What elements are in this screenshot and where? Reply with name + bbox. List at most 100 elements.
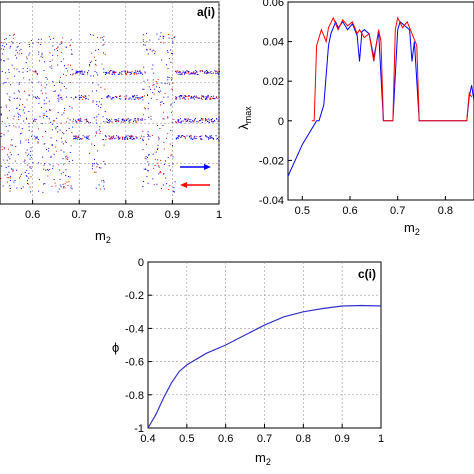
bifurcation-point bbox=[8, 69, 10, 71]
panel-c-label: c(i) bbox=[358, 267, 376, 281]
bifurcation-point bbox=[0, 106, 2, 108]
bifurcation-point bbox=[182, 98, 184, 100]
bifurcation-point bbox=[3, 48, 5, 50]
bifurcation-point bbox=[159, 86, 161, 88]
bifurcation-point bbox=[71, 188, 73, 190]
bifurcation-point bbox=[104, 72, 106, 74]
bifurcation-point bbox=[31, 135, 33, 137]
bifurcation-point bbox=[46, 97, 48, 99]
panel-c-x-ticks: 0.4 0.5 0.6 0.7 0.8 0.9 1 bbox=[140, 424, 384, 445]
bifurcation-point bbox=[36, 136, 38, 138]
bifurcation-point bbox=[53, 90, 55, 92]
bifurcation-point bbox=[146, 94, 148, 96]
bifurcation-point bbox=[67, 185, 69, 187]
bifurcation-point bbox=[163, 173, 165, 175]
bifurcation-point bbox=[79, 71, 81, 73]
bifurcation-point bbox=[35, 137, 37, 139]
bifurcation-point bbox=[0, 113, 2, 115]
bifurcation-point bbox=[69, 45, 71, 47]
bifurcation-point bbox=[157, 165, 159, 167]
bifurcation-point bbox=[190, 137, 192, 139]
bifurcation-point bbox=[6, 181, 8, 183]
bifurcation-point bbox=[137, 70, 139, 72]
bifurcation-point bbox=[147, 156, 149, 158]
bifurcation-point bbox=[108, 138, 110, 140]
bifurcation-point bbox=[57, 111, 59, 113]
panel-b-series-line-2 bbox=[311, 16, 473, 122]
bifurcation-point bbox=[62, 183, 64, 185]
bifurcation-point bbox=[50, 156, 52, 158]
bifurcation-point bbox=[100, 107, 102, 109]
bifurcation-point bbox=[75, 72, 77, 74]
bifurcation-point bbox=[6, 93, 8, 95]
bifurcation-point bbox=[47, 175, 49, 177]
bifurcation-point bbox=[157, 136, 159, 138]
bifurcation-point bbox=[206, 70, 208, 72]
bifurcation-point bbox=[65, 158, 67, 160]
panel-c-x-tick-label: 0.6 bbox=[218, 433, 233, 445]
bifurcation-point bbox=[92, 82, 94, 84]
bifurcation-point bbox=[127, 71, 129, 73]
bifurcation-point bbox=[101, 37, 103, 39]
bifurcation-point bbox=[142, 88, 144, 90]
bifurcation-point bbox=[216, 118, 218, 120]
bifurcation-point bbox=[210, 136, 212, 138]
bifurcation-point bbox=[129, 137, 131, 139]
bifurcation-point bbox=[199, 120, 201, 122]
bifurcation-point bbox=[6, 159, 8, 161]
bifurcation-point bbox=[180, 95, 182, 97]
bifurcation-point bbox=[73, 98, 75, 100]
bifurcation-point bbox=[122, 138, 124, 140]
bifurcation-point bbox=[28, 54, 30, 56]
bifurcation-point bbox=[143, 168, 145, 170]
bifurcation-point bbox=[178, 119, 180, 121]
bifurcation-point bbox=[180, 73, 182, 75]
bifurcation-point bbox=[153, 88, 155, 90]
bifurcation-point bbox=[29, 186, 31, 188]
bifurcation-point bbox=[163, 96, 165, 98]
bifurcation-point bbox=[107, 120, 109, 122]
bifurcation-point bbox=[66, 181, 68, 183]
bifurcation-point bbox=[83, 73, 85, 75]
bifurcation-point bbox=[184, 118, 186, 120]
bifurcation-point bbox=[113, 97, 115, 99]
bifurcation-point bbox=[143, 136, 145, 138]
bifurcation-point bbox=[141, 96, 143, 98]
bifurcation-point bbox=[35, 136, 37, 138]
bifurcation-point bbox=[202, 118, 204, 120]
bifurcation-point bbox=[158, 139, 160, 141]
bifurcation-point bbox=[60, 149, 62, 151]
bifurcation-point bbox=[29, 52, 31, 54]
bifurcation-point bbox=[169, 83, 171, 85]
bifurcation-point bbox=[94, 135, 96, 137]
bifurcation-point bbox=[131, 98, 133, 100]
bifurcation-point bbox=[148, 164, 150, 166]
bifurcation-point bbox=[147, 170, 149, 172]
bifurcation-point bbox=[11, 41, 13, 43]
bifurcation-point bbox=[211, 119, 213, 121]
bifurcation-point bbox=[16, 52, 18, 54]
bifurcation-point bbox=[105, 121, 107, 123]
bifurcation-point bbox=[30, 39, 32, 41]
bifurcation-point bbox=[26, 176, 28, 178]
bifurcation-point bbox=[43, 163, 45, 165]
bifurcation-point bbox=[156, 99, 158, 101]
panel-b-plot-area bbox=[287, 1, 474, 201]
bifurcation-point bbox=[70, 187, 72, 189]
bifurcation-point bbox=[41, 123, 43, 125]
bifurcation-point bbox=[67, 117, 69, 119]
bifurcation-point bbox=[109, 71, 111, 73]
bifurcation-point bbox=[113, 72, 115, 74]
bifurcation-point bbox=[57, 46, 59, 48]
bifurcation-point bbox=[80, 96, 82, 98]
bifurcation-point bbox=[96, 101, 98, 103]
panel-b-y-tick-label: -0.02 bbox=[259, 155, 284, 167]
bifurcation-point bbox=[139, 97, 141, 99]
bifurcation-point bbox=[15, 49, 17, 51]
bifurcation-point bbox=[151, 68, 153, 70]
bifurcation-point bbox=[116, 120, 118, 122]
bifurcation-point bbox=[176, 137, 178, 139]
bifurcation-point bbox=[168, 77, 170, 79]
bifurcation-point bbox=[75, 96, 77, 98]
bifurcation-point bbox=[141, 135, 143, 137]
